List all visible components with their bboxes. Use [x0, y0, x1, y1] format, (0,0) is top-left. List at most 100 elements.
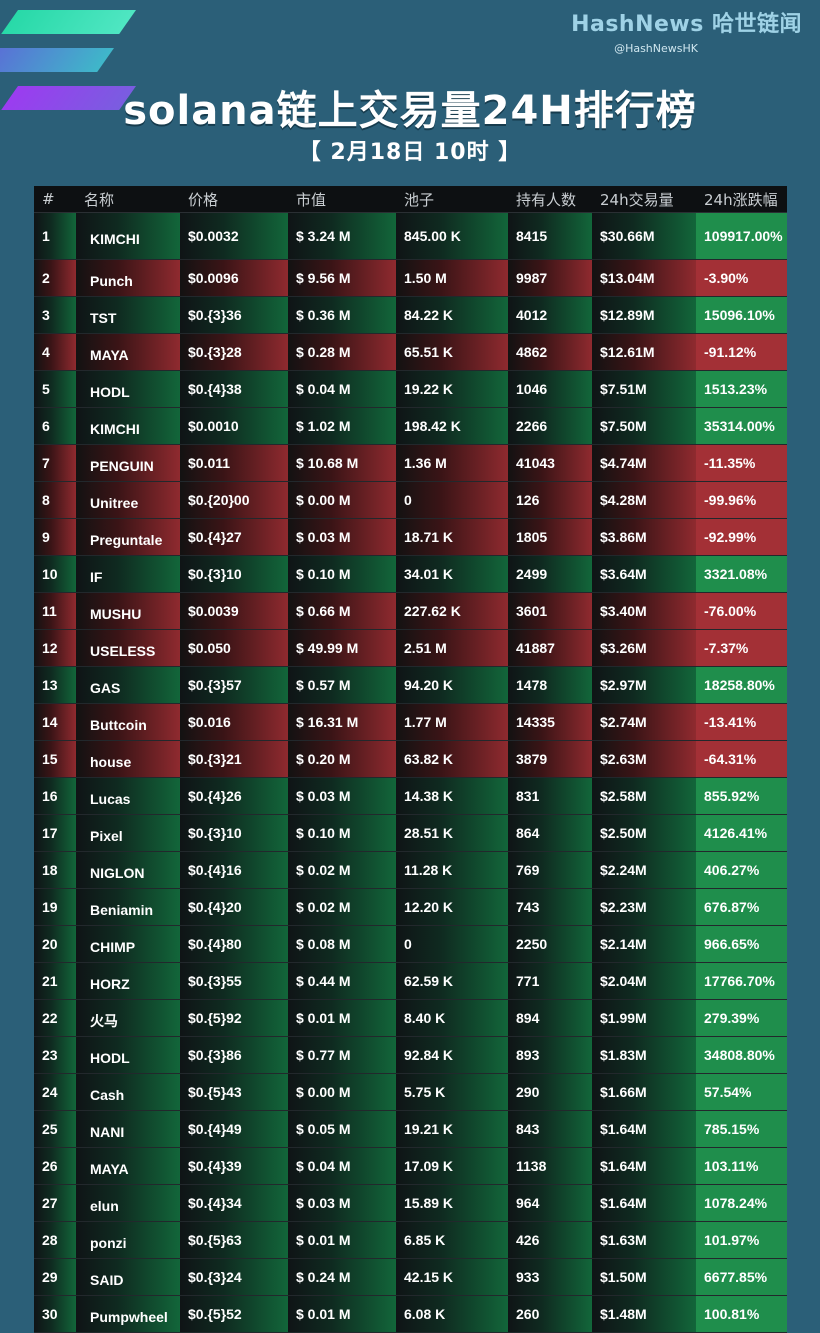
- cell-pool: 1.36 M: [396, 444, 508, 482]
- cell-market-cap: $ 49.99 M: [288, 629, 396, 667]
- cell-token-name: NIGLON: [76, 851, 180, 889]
- cell-volume: $1.63M: [592, 1221, 696, 1259]
- cell-market-cap: $ 0.00 M: [288, 1073, 396, 1111]
- cell-change: -64.31%: [696, 740, 787, 778]
- cell-market-cap: $ 0.20 M: [288, 740, 396, 778]
- table-row: 14 Buttcoin $0.016 $ 16.31 M 1.77 M 14335 $2.7…: [34, 703, 787, 741]
- cell-token-name: IF: [76, 555, 180, 593]
- cell-rank: 22: [34, 999, 76, 1037]
- cell-price: $0.{4}34: [180, 1184, 288, 1222]
- table-row: 10 IF $0.{3}10 $ 0.10 M 34.01 K 2499 $3.64M 332…: [34, 555, 787, 593]
- cell-holders: 3879: [508, 740, 592, 778]
- cell-holders: 4012: [508, 296, 592, 334]
- cell-holders: 9987: [508, 259, 592, 297]
- cell-volume: $2.63M: [592, 740, 696, 778]
- cell-rank: 5: [34, 370, 76, 408]
- cell-volume: $2.74M: [592, 703, 696, 741]
- cell-token-name: Preguntale: [76, 518, 180, 556]
- cell-token-name: Beniamin: [76, 888, 180, 926]
- cell-market-cap: $ 0.05 M: [288, 1110, 396, 1148]
- solana-logo-stripe-middle: [0, 48, 114, 72]
- cell-market-cap: $ 0.10 M: [288, 555, 396, 593]
- cell-holders: 893: [508, 1036, 592, 1074]
- header-holders: 持有人数: [508, 186, 592, 213]
- cell-price: $0.050: [180, 629, 288, 667]
- cell-rank: 3: [34, 296, 76, 334]
- cell-token-name: HODL: [76, 370, 180, 408]
- cell-price: $0.{5}43: [180, 1073, 288, 1111]
- cell-pool: 227.62 K: [396, 592, 508, 630]
- cell-volume: $2.24M: [592, 851, 696, 889]
- cell-rank: 24: [34, 1073, 76, 1111]
- cell-token-name: PENGUIN: [76, 444, 180, 482]
- table-row: 6 KIMCHI $0.0010 $ 1.02 M 198.42 K 2266 $7.50M…: [34, 407, 787, 445]
- cell-pool: 19.22 K: [396, 370, 508, 408]
- cell-pool: 94.20 K: [396, 666, 508, 704]
- cell-market-cap: $ 0.44 M: [288, 962, 396, 1000]
- cell-pool: 65.51 K: [396, 333, 508, 371]
- cell-change: -11.35%: [696, 444, 787, 482]
- cell-change: 101.97%: [696, 1221, 787, 1259]
- cell-holders: 843: [508, 1110, 592, 1148]
- cell-price: $0.016: [180, 703, 288, 741]
- cell-rank: 30: [34, 1295, 76, 1333]
- cell-volume: $13.04M: [592, 259, 696, 297]
- cell-price: $0.{3}28: [180, 333, 288, 371]
- cell-volume: $2.97M: [592, 666, 696, 704]
- table-row: 9 Preguntale $0.{4}27 $ 0.03 M 18.71 K 1805 $3…: [34, 518, 787, 556]
- cell-holders: 4862: [508, 333, 592, 371]
- cell-pool: 92.84 K: [396, 1036, 508, 1074]
- cell-rank: 13: [34, 666, 76, 704]
- cell-volume: $1.83M: [592, 1036, 696, 1074]
- cell-rank: 1: [34, 212, 76, 260]
- cell-price: $0.0032: [180, 212, 288, 260]
- cell-market-cap: $ 0.28 M: [288, 333, 396, 371]
- cell-volume: $3.86M: [592, 518, 696, 556]
- cell-token-name: SAID: [76, 1258, 180, 1296]
- cell-change: -76.00%: [696, 592, 787, 630]
- cell-holders: 41043: [508, 444, 592, 482]
- cell-token-name: KIMCHI: [76, 212, 180, 260]
- cell-rank: 29: [34, 1258, 76, 1296]
- cell-price: $0.{3}36: [180, 296, 288, 334]
- cell-pool: 2.51 M: [396, 629, 508, 667]
- cell-market-cap: $ 10.68 M: [288, 444, 396, 482]
- header-price: 价格: [180, 186, 288, 213]
- cell-price: $0.{3}24: [180, 1258, 288, 1296]
- cell-change: 1513.23%: [696, 370, 787, 408]
- cell-rank: 16: [34, 777, 76, 815]
- cell-market-cap: $ 0.77 M: [288, 1036, 396, 1074]
- cell-change: 17766.70%: [696, 962, 787, 1000]
- cell-change: 279.39%: [696, 999, 787, 1037]
- cell-price: $0.011: [180, 444, 288, 482]
- cell-token-name: Lucas: [76, 777, 180, 815]
- cell-pool: 42.15 K: [396, 1258, 508, 1296]
- cell-price: $0.{5}92: [180, 999, 288, 1037]
- cell-change: -99.96%: [696, 481, 787, 519]
- cell-holders: 1478: [508, 666, 592, 704]
- brand-handle: @HashNewsHK: [614, 42, 698, 55]
- cell-holders: 2266: [508, 407, 592, 445]
- table-row: 29 SAID $0.{3}24 $ 0.24 M 42.15 K 933 $1.50M 66…: [34, 1258, 787, 1296]
- cell-token-name: HORZ: [76, 962, 180, 1000]
- table-body: 1 KIMCHI $0.0032 $ 3.24 M 845.00 K 8415 $30.66…: [34, 212, 787, 1333]
- cell-pool: 17.09 K: [396, 1147, 508, 1185]
- cell-holders: 290: [508, 1073, 592, 1111]
- cell-rank: 21: [34, 962, 76, 1000]
- cell-market-cap: $ 0.08 M: [288, 925, 396, 963]
- cell-token-name: Cash: [76, 1073, 180, 1111]
- cell-price: $0.0039: [180, 592, 288, 630]
- table-row: 21 HORZ $0.{3}55 $ 0.44 M 62.59 K 771 $2.04M 17…: [34, 962, 787, 1000]
- cell-price: $0.{3}55: [180, 962, 288, 1000]
- cell-pool: 18.71 K: [396, 518, 508, 556]
- cell-pool: 28.51 K: [396, 814, 508, 852]
- cell-change: 57.54%: [696, 1073, 787, 1111]
- cell-volume: $2.04M: [592, 962, 696, 1000]
- page-subtitle-date: 【 2月18日 10时 】: [298, 140, 522, 165]
- cell-holders: 41887: [508, 629, 592, 667]
- cell-pool: 19.21 K: [396, 1110, 508, 1148]
- cell-holders: 3601: [508, 592, 592, 630]
- cell-rank: 2: [34, 259, 76, 297]
- header-change: 24h涨跌幅: [696, 186, 787, 213]
- cell-pool: 63.82 K: [396, 740, 508, 778]
